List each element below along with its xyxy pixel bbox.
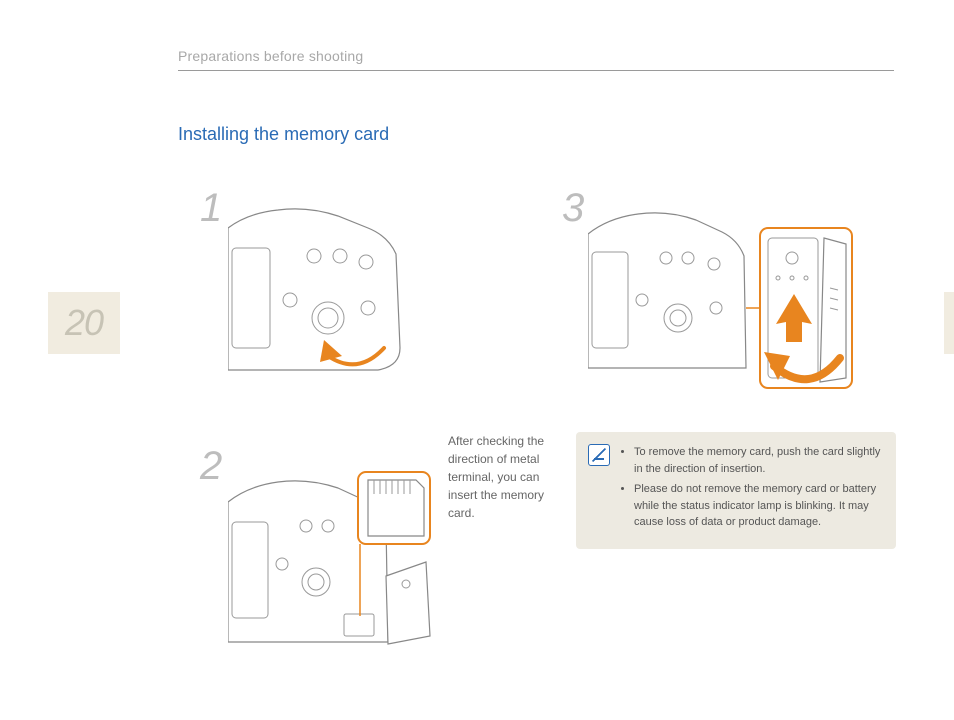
note-icon-wrap [588,444,610,535]
note-list: To remove the memory card, push the card… [620,444,882,535]
step-1-illustration [228,208,404,376]
page-number-tab: 20 [48,292,120,354]
note-box: To remove the memory card, push the card… [576,432,896,549]
section-title: Installing the memory card [178,124,389,145]
step-3-number: 3 [562,186,584,231]
breadcrumb: Preparations before shooting [178,48,894,70]
step-2-illustration [228,466,448,656]
header-rule [178,70,894,71]
page-number: 20 [65,302,103,344]
note-item-2: Please do not remove the memory card or … [634,481,882,531]
step-3-illustration [588,208,858,404]
step-2-number: 2 [200,444,222,489]
page-header: Preparations before shooting [178,48,894,71]
step-2-caption: After checking the direction of metal te… [448,432,554,522]
note-icon [588,444,610,466]
right-edge-tab [944,292,954,354]
note-item-1: To remove the memory card, push the card… [634,444,882,477]
step-1-number: 1 [200,186,222,231]
